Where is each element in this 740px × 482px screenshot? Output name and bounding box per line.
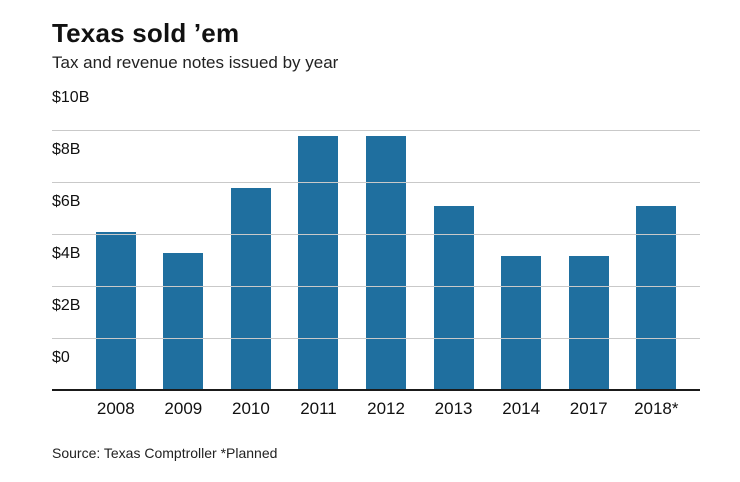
bar-2009 bbox=[163, 253, 204, 391]
bars-container bbox=[82, 131, 690, 391]
y-tick-label: $6B bbox=[52, 193, 81, 210]
gridline bbox=[52, 338, 700, 339]
x-tick-label: 2018* bbox=[634, 399, 679, 418]
x-tick-label: 2008 bbox=[96, 399, 135, 418]
x-tick-label: 2011 bbox=[300, 399, 337, 418]
chart-subtitle: Tax and revenue notes issued by year bbox=[52, 53, 339, 72]
y-tick-label: $0 bbox=[52, 349, 70, 366]
y-tick-label: $10B bbox=[52, 89, 90, 106]
y-tick-label: $8B bbox=[52, 141, 81, 158]
x-tick-label: 2017 bbox=[569, 399, 608, 418]
x-tick-label: 2014 bbox=[502, 399, 541, 418]
bar-2017 bbox=[568, 255, 609, 391]
bar-2011 bbox=[298, 136, 339, 391]
x-tick-label: 2010 bbox=[231, 399, 270, 418]
x-axis-labels: 2008 2009 2010 2011 2012 2013 2014 2017 2018* bbox=[82, 391, 690, 419]
bar-2013 bbox=[433, 206, 474, 391]
bar-column bbox=[82, 131, 150, 391]
gridline bbox=[52, 182, 700, 183]
bar-column bbox=[285, 131, 353, 391]
chart-title: Texas sold ’em bbox=[52, 18, 240, 48]
y-tick-label: $2B bbox=[52, 297, 81, 314]
x-axis-baseline bbox=[52, 389, 700, 391]
bar-column bbox=[487, 131, 555, 391]
bar-column bbox=[555, 131, 623, 391]
plot-area: $0 $2B $4B $6B $8B $10B bbox=[52, 89, 700, 391]
gridline bbox=[52, 286, 700, 287]
x-tick-label: 2009 bbox=[164, 399, 203, 418]
bar-2014 bbox=[501, 255, 542, 391]
x-tick-label: 2013 bbox=[434, 399, 473, 418]
source-note: Source: Texas Comptroller *Planned bbox=[52, 445, 278, 461]
gridline bbox=[52, 234, 700, 235]
bar-2008 bbox=[95, 232, 136, 391]
bar-2010 bbox=[230, 188, 271, 391]
x-tick-label: 2012 bbox=[367, 399, 405, 418]
gridline bbox=[52, 130, 700, 131]
bar-column bbox=[352, 131, 420, 391]
bar-2018-planned bbox=[636, 206, 677, 391]
y-tick-label: $4B bbox=[52, 245, 81, 262]
bar-column bbox=[623, 131, 691, 391]
bar-column bbox=[150, 131, 218, 391]
bar-2012 bbox=[366, 136, 407, 391]
bar-column bbox=[217, 131, 285, 391]
bar-column bbox=[420, 131, 488, 391]
